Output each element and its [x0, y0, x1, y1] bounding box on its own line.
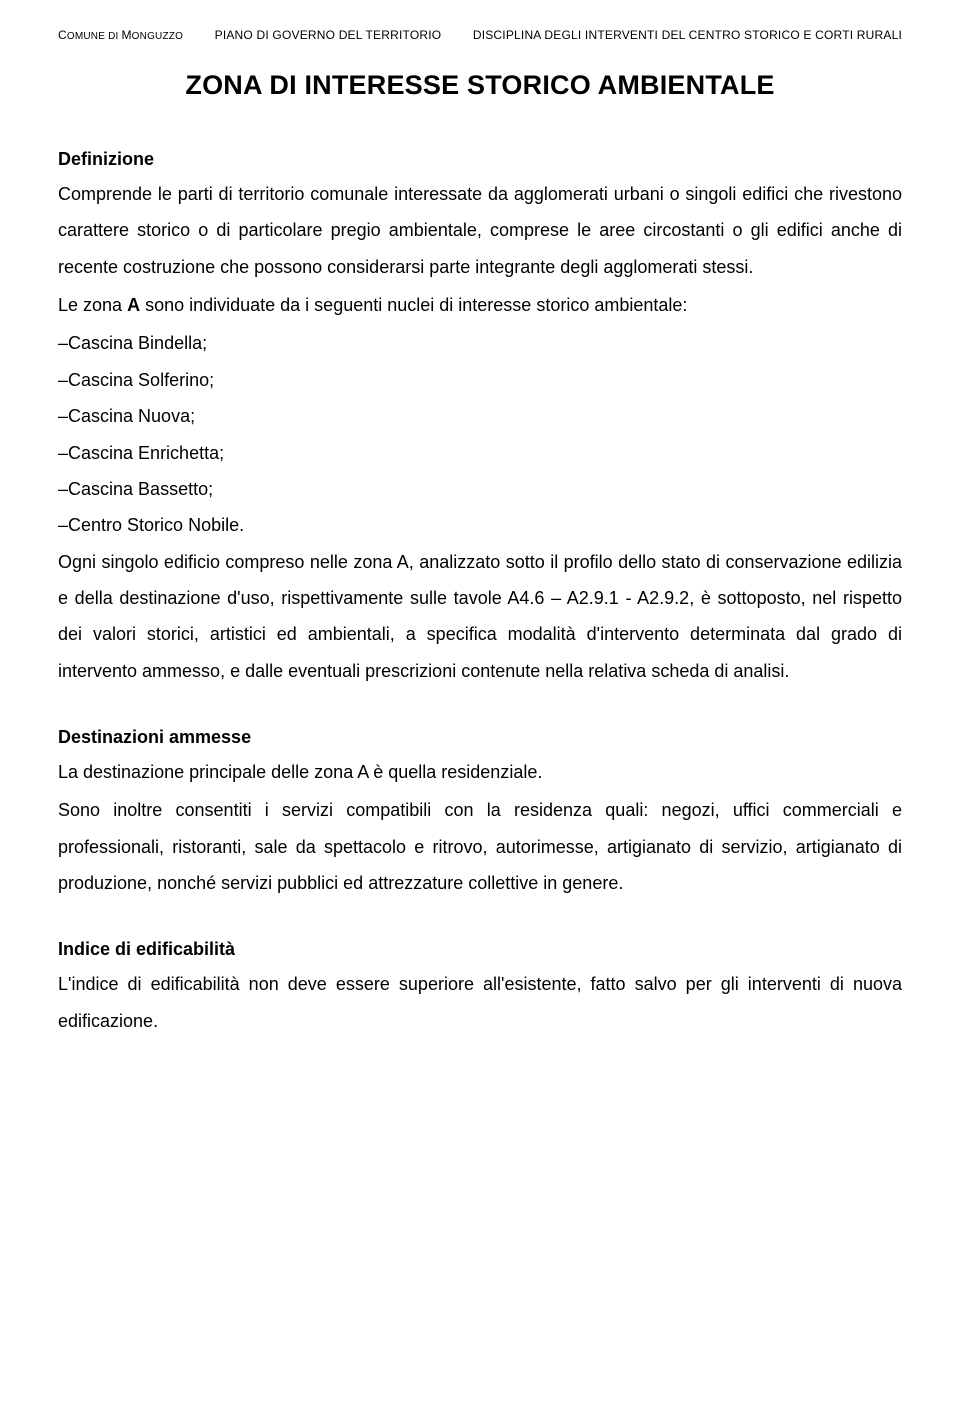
header-center: PIANO DI GOVERNO DEL TERRITORIO: [215, 28, 442, 42]
definizione-item-text: Cascina Enrichetta;: [68, 443, 224, 463]
definizione-item-text: Centro Storico Nobile.: [68, 515, 244, 535]
definizione-para1: Comprende le parti di territorio comunal…: [58, 176, 902, 285]
definizione-item-text: Cascina Solferino;: [68, 370, 214, 390]
indice-heading: Indice di edificabilità: [58, 939, 902, 960]
definizione-item: –Cascina Solferino;: [58, 362, 902, 398]
definizione-item-text: Cascina Nuova;: [68, 406, 195, 426]
header-right: DISCIPLINA DEGLI INTERVENTI DEL CENTRO S…: [473, 28, 902, 42]
section-gap: [58, 691, 902, 727]
destinazioni-heading: Destinazioni ammesse: [58, 727, 902, 748]
definizione-item: –Cascina Bassetto;: [58, 471, 902, 507]
definizione-para2-lead: Le zona: [58, 295, 127, 315]
header-left-small2: ONGUZZO: [132, 31, 183, 42]
indice-para1: L'indice di edificabilità non deve esser…: [58, 966, 902, 1039]
destinazioni-para1: La destinazione principale delle zona A …: [58, 754, 902, 790]
definizione-para3: Ogni singolo edificio compreso nelle zon…: [58, 544, 902, 689]
header-left: COMUNE DI MONGUZZO: [58, 28, 183, 42]
header-left-cap1: C: [58, 28, 67, 42]
page-header: COMUNE DI MONGUZZO PIANO DI GOVERNO DEL …: [58, 28, 902, 42]
definizione-item: –Cascina Enrichetta;: [58, 435, 902, 471]
definizione-para2: Le zona A sono individuate da i seguenti…: [58, 287, 902, 323]
definizione-item: –Centro Storico Nobile.: [58, 507, 902, 543]
document-page: COMUNE DI MONGUZZO PIANO DI GOVERNO DEL …: [0, 0, 960, 1402]
header-left-small1: OMUNE DI: [67, 31, 122, 42]
definizione-item: –Cascina Nuova;: [58, 398, 902, 434]
definizione-item-text: Cascina Bassetto;: [68, 479, 213, 499]
header-left-cap2: M: [121, 28, 131, 42]
section-gap: [58, 903, 902, 939]
definizione-para2-bold: A: [127, 295, 140, 315]
definizione-item: –Cascina Bindella;: [58, 325, 902, 361]
destinazioni-para2: Sono inoltre consentiti i servizi compat…: [58, 792, 902, 901]
definizione-para2-rest: sono individuate da i seguenti nuclei di…: [140, 295, 687, 315]
definizione-item-text: Cascina Bindella;: [68, 333, 207, 353]
definizione-heading: Definizione: [58, 149, 902, 170]
document-title: ZONA DI INTERESSE STORICO AMBIENTALE: [58, 70, 902, 101]
